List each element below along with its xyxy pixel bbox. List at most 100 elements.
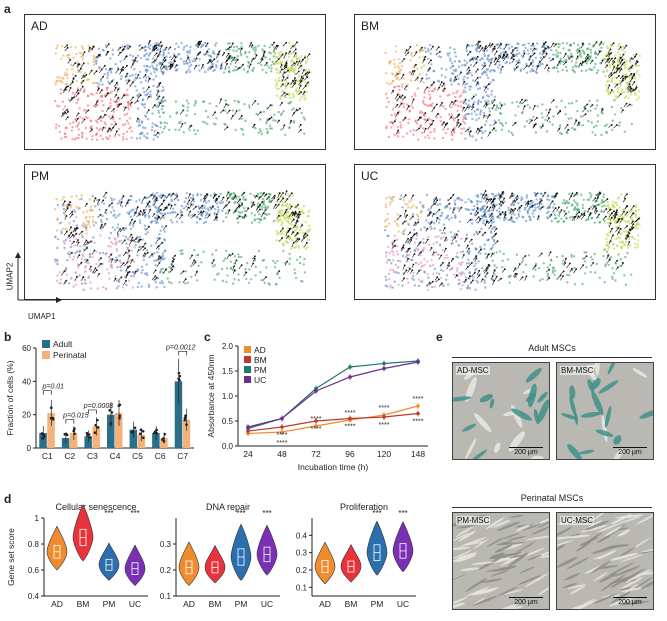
d-violin <box>178 541 200 587</box>
d-violin <box>366 520 388 576</box>
b-annotation: p=0.0008 <box>83 403 113 410</box>
d-violin <box>256 524 278 576</box>
b-dot <box>178 374 182 378</box>
micro-texture-uc <box>557 513 653 609</box>
b-bar <box>69 433 78 448</box>
c-x-axis-label: Incubation time (h) <box>298 462 369 472</box>
micro-image-uc: UC-MSC 200 μm <box>556 512 654 610</box>
b-dot <box>118 414 122 418</box>
d-violin <box>98 542 120 581</box>
c-y-tick-label: 0.0 <box>222 442 234 451</box>
b-dot <box>131 430 134 434</box>
b-dot <box>110 411 114 414</box>
b-bar <box>107 414 115 448</box>
b-bar <box>92 426 100 448</box>
b-dot <box>178 379 181 382</box>
scale-bar-ad: 200 μm <box>509 446 543 456</box>
b-sig-bracket <box>88 409 97 414</box>
c-x-tick-label: 120 <box>377 449 391 459</box>
b-sig-bracket <box>178 350 188 356</box>
b-annotation: p=0.01 <box>41 384 64 391</box>
panel-label-c: c <box>204 330 211 344</box>
c-y-tick-label: 1.0 <box>222 392 234 401</box>
d-y-tick-label: 0.4 <box>28 592 40 601</box>
b-dot <box>139 428 143 432</box>
d-violin <box>124 544 146 587</box>
d-x-tick-label: AD <box>51 599 63 609</box>
d-x-tick-label: PM <box>371 599 384 609</box>
c-legend-label: AD <box>254 345 266 355</box>
b-bar <box>47 413 55 448</box>
b-dot <box>96 418 99 422</box>
b-bar <box>115 413 123 448</box>
b-x-tick-label: C4 <box>110 451 121 461</box>
c-significance: **** <box>277 440 288 447</box>
b-bar <box>137 434 146 448</box>
c-x-tick-label: 148 <box>411 449 425 459</box>
d-significance: *** <box>262 509 271 518</box>
b-dot <box>184 414 187 418</box>
b-dot <box>63 432 67 436</box>
b-legend-swatch <box>42 351 50 359</box>
c-point <box>382 366 386 371</box>
b-y-tick-label: 40 <box>22 377 31 386</box>
b-bar <box>182 419 191 448</box>
b-annotation: p=0.0012 <box>165 344 195 351</box>
c-significance: **** <box>345 424 356 431</box>
micro-texture-ad <box>453 363 549 459</box>
b-annotation: p=0.015 <box>62 413 89 420</box>
b-y-tick-label: 0 <box>27 444 32 453</box>
b-dot <box>93 431 97 434</box>
b-x-tick-label: C3 <box>87 451 98 461</box>
b-sig-bracket <box>65 419 75 424</box>
micro-image-ad: AD-MSC 200 μm <box>452 362 550 460</box>
d-y-tick-label: 0.3 <box>296 549 308 558</box>
d-violin <box>204 544 226 584</box>
d-significance: *** <box>236 509 245 518</box>
b-dot <box>142 436 145 440</box>
perinatal-msc-divider <box>452 507 652 508</box>
b-dot <box>49 406 53 409</box>
c-point <box>280 430 284 434</box>
d-x-tick-label: AD <box>319 599 331 609</box>
violin-proliferation: Proliferation 0.1 0.2 0.3 0.4 AD BM PM *** UC *** <box>296 502 416 609</box>
d-y-axis-label: Gene set score <box>6 528 16 586</box>
panel-label-b: b <box>4 330 12 344</box>
umap-cells <box>53 41 311 142</box>
b-dot <box>133 426 137 430</box>
c-point <box>416 404 420 408</box>
d-title: Cellular senescence <box>55 502 136 512</box>
b-bar <box>39 433 47 448</box>
b-bar <box>152 433 160 448</box>
c-point <box>382 361 386 366</box>
micro-label-pm: PM-MSC <box>456 516 491 525</box>
b-bar <box>129 429 138 448</box>
b-dot <box>163 432 167 436</box>
c-legend-label: BM <box>254 355 267 365</box>
umap-title-ad: AD <box>31 19 48 33</box>
c-series-line <box>247 361 419 428</box>
c-point <box>348 375 352 379</box>
umap-title-uc: UC <box>361 169 379 183</box>
b-dot <box>118 416 121 420</box>
umap-panel-pm: PM <box>24 164 326 300</box>
b-x-tick-label: C5 <box>132 451 143 461</box>
c-x-tick-label: 72 <box>311 449 321 459</box>
d-x-tick-label: BM <box>77 599 90 609</box>
c-significance: **** <box>311 426 322 433</box>
c-legend-swatch <box>244 356 251 363</box>
b-y-tick-label: 20 <box>22 411 31 420</box>
b-dot <box>138 432 142 436</box>
c-significance: **** <box>277 432 288 439</box>
micro-label-uc: UC-MSC <box>560 516 594 525</box>
d-significance: *** <box>372 509 381 518</box>
umap-cells <box>383 191 641 292</box>
d-title: DNA repair <box>206 502 250 512</box>
d-violin <box>340 544 362 583</box>
b-dot <box>73 427 76 430</box>
b-dot <box>183 416 187 420</box>
b-y-tick-label: 60 <box>22 344 31 353</box>
d-y-tick-label: 0.1 <box>296 583 308 592</box>
c-point <box>382 415 386 419</box>
d-y-tick-label: 0.8 <box>28 540 40 549</box>
